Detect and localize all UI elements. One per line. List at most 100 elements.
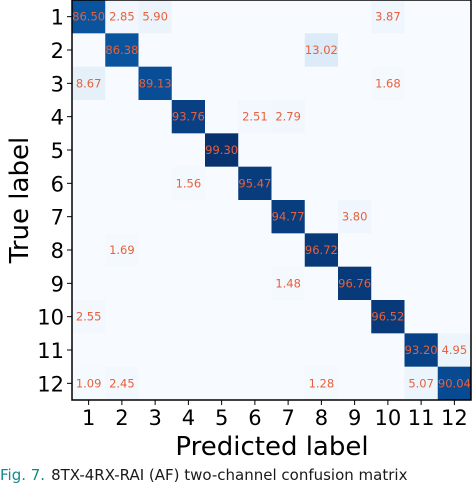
- heatmap-cell: [205, 133, 239, 168]
- x-axis-label: Predicted label: [175, 432, 368, 462]
- heatmap-cell: [371, 200, 405, 234]
- figure-caption-label: Fig. 7.: [0, 468, 46, 484]
- heatmap-cell: [205, 33, 239, 68]
- heatmap-cell: [371, 133, 405, 168]
- heatmap-cell: [105, 200, 139, 234]
- heatmap-cell: [138, 66, 173, 101]
- heatmap-cell: [404, 233, 439, 268]
- heatmap-cell: [304, 300, 339, 334]
- heatmap-cell: [72, 100, 106, 134]
- heatmap-cell: [304, 366, 339, 401]
- heatmap-cell: [171, 333, 206, 368]
- cell-value-label: 2.55: [76, 310, 102, 324]
- heatmap-cell: [404, 200, 439, 234]
- heatmap-cell: [437, 33, 472, 68]
- y-tick-label: 3: [51, 72, 64, 96]
- heatmap-cell: [404, 333, 439, 368]
- x-tick-label: 8: [315, 406, 328, 430]
- cell-value-label: 1.48: [275, 276, 301, 290]
- cell-value-label: 2.79: [275, 110, 301, 124]
- heatmap-cell: [105, 366, 139, 401]
- heatmap-cell: [105, 166, 139, 201]
- heatmap-cell: [105, 100, 139, 134]
- heatmap-cell: [437, 300, 472, 334]
- heatmap-cell: [171, 100, 206, 134]
- heatmap-cell: [271, 266, 306, 301]
- heatmap-cell: [171, 366, 206, 401]
- x-tick-label: 12: [441, 406, 468, 430]
- heatmap-cell: [205, 200, 239, 234]
- y-tick-label: 5: [51, 139, 64, 163]
- heatmap-cell: [338, 233, 372, 268]
- heatmap-cell: [238, 366, 272, 401]
- heatmap-cell: [72, 0, 106, 34]
- x-tick-label: 11: [408, 406, 435, 430]
- heatmap-cell: [371, 100, 405, 134]
- heatmap-cell: [238, 200, 272, 234]
- heatmap-cell: [338, 266, 372, 301]
- heatmap-cells: [72, 0, 472, 401]
- heatmap-cell: [138, 0, 173, 34]
- y-tick-label: 1: [51, 6, 64, 30]
- heatmap-cell: [238, 0, 272, 34]
- heatmap-cell: [404, 133, 439, 168]
- heatmap-cell: [304, 66, 339, 101]
- cell-value-label: 5.90: [142, 10, 168, 24]
- cell-value-label: 1.28: [309, 376, 335, 390]
- cell-value-label: 8.67: [76, 76, 102, 90]
- heatmap-cell: [304, 266, 339, 301]
- heatmap-cell: [437, 100, 472, 134]
- heatmap-cell: [238, 266, 272, 301]
- y-axis-label: True label: [5, 137, 35, 264]
- heatmap-cell: [371, 300, 405, 334]
- heatmap-cell: [72, 300, 106, 334]
- x-tick-label: 9: [348, 406, 361, 430]
- figure-caption: Fig. 7. 8TX-4RX-RAI (AF) two-channel conf…: [0, 468, 474, 484]
- heatmap-cell: [171, 33, 206, 68]
- heatmap-cell: [105, 233, 139, 268]
- cell-value-label: 5.07: [408, 376, 434, 390]
- heatmap-cell: [105, 133, 139, 168]
- cell-value-label: 86.38: [105, 43, 138, 57]
- cell-value-label: 95.47: [238, 176, 271, 190]
- heatmap-cell: [304, 233, 339, 268]
- cell-value-label: 1.68: [375, 76, 401, 90]
- heatmap-cell: [437, 0, 472, 34]
- heatmap-cell: [171, 0, 206, 34]
- heatmap-cell: [138, 266, 173, 301]
- x-tick-label: 4: [182, 406, 195, 430]
- heatmap-cell: [238, 100, 272, 134]
- y-tick-label: 9: [51, 272, 64, 296]
- heatmap-cell: [371, 366, 405, 401]
- y-tick-label: 2: [51, 39, 64, 63]
- heatmap-cell: [238, 33, 272, 68]
- heatmap-cell: [72, 166, 106, 201]
- heatmap-cell: [271, 0, 306, 34]
- heatmap-cell: [205, 300, 239, 334]
- x-tick-label: 10: [375, 406, 402, 430]
- cell-value-label: 93.20: [405, 343, 438, 357]
- heatmap-cell: [304, 100, 339, 134]
- heatmap-cell: [371, 333, 405, 368]
- cell-value-label: 96.52: [371, 310, 404, 324]
- heatmap-cell: [271, 200, 306, 234]
- heatmap-cell: [371, 233, 405, 268]
- y-tick-label: 8: [51, 239, 64, 263]
- heatmap-cell: [205, 0, 239, 34]
- heatmap-cell: [238, 133, 272, 168]
- heatmap-cell: [105, 66, 139, 101]
- heatmap-cell: [138, 366, 173, 401]
- heatmap-cell: [404, 100, 439, 134]
- plot-frame: [71, 0, 472, 401]
- heatmap-cell: [171, 233, 206, 268]
- heatmap-cell: [138, 200, 173, 234]
- heatmap-cell: [171, 66, 206, 101]
- heatmap-cell: [338, 133, 372, 168]
- heatmap-cell: [271, 300, 306, 334]
- heatmap-cell: [371, 66, 405, 101]
- heatmap-cell: [238, 300, 272, 334]
- figure-caption-text: 8TX-4RX-RAI (AF) two-channel confusion m…: [51, 468, 408, 484]
- cell-value-label: 3.80: [342, 210, 368, 224]
- heatmap-cell: [205, 266, 239, 301]
